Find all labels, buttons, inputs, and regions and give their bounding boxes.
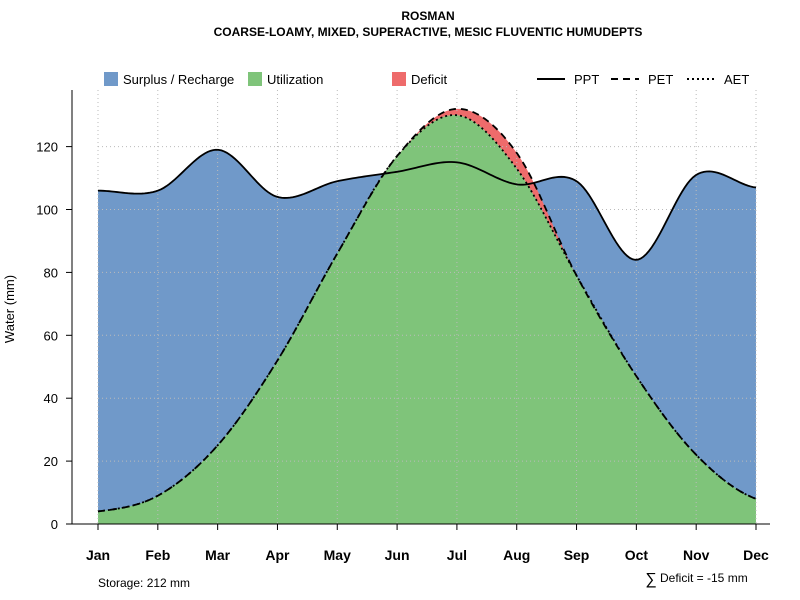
sum-symbol: ∑ xyxy=(645,571,656,588)
series-line-pet xyxy=(97,107,757,513)
legend-swatch-surplus xyxy=(104,72,118,86)
y-tick-label: 40 xyxy=(44,391,58,406)
legend-label-aet: AET xyxy=(724,72,749,87)
x-tick-label-nov: Nov xyxy=(683,547,710,563)
plot-area: 0 20 40 60 80 100 120 Jan Feb Mar Apr May Jun Jul Aug S… xyxy=(36,90,770,563)
y-tick-label: 0 xyxy=(51,517,58,532)
y-tick-label: 100 xyxy=(36,203,58,218)
x-tick-label-aug: Aug xyxy=(503,547,530,563)
legend-label-deficit: Deficit xyxy=(411,72,448,87)
chart-title: ROSMAN xyxy=(401,9,454,23)
y-tick-label: 20 xyxy=(44,454,58,469)
legend-label-pet: PET xyxy=(648,72,673,87)
x-tick-label-oct: Oct xyxy=(625,547,649,563)
series-line-ppt xyxy=(97,148,757,261)
deficit-note: Deficit = -15 mm xyxy=(660,571,748,585)
legend-label-utilization: Utilization xyxy=(267,72,323,87)
legend: Surplus / Recharge Utilization Deficit P… xyxy=(104,72,749,87)
legend-label-surplus: Surplus / Recharge xyxy=(123,72,234,87)
storage-note: Storage: 212 mm xyxy=(98,576,190,590)
x-tick-label-sep: Sep xyxy=(564,547,590,563)
chart-subtitle: COARSE-LOAMY, MIXED, SUPERACTIVE, MESIC … xyxy=(214,25,643,39)
x-tick-label-jul: Jul xyxy=(447,547,467,563)
x-tick-label-dec: Dec xyxy=(743,547,769,563)
x-tick-label-may: May xyxy=(324,547,351,563)
x-tick-label-feb: Feb xyxy=(145,547,170,563)
y-tick-label: 60 xyxy=(44,328,58,343)
y-tick-label: 120 xyxy=(36,140,58,155)
x-tick-label-jun: Jun xyxy=(385,547,410,563)
area-utilization xyxy=(98,115,756,524)
x-tick-label-mar: Mar xyxy=(205,547,230,563)
legend-swatch-deficit xyxy=(392,72,406,86)
y-axis-label: Water (mm) xyxy=(2,275,17,343)
y-tick-label: 80 xyxy=(44,265,58,280)
x-tick-label-jan: Jan xyxy=(86,547,110,563)
legend-swatch-utilization xyxy=(248,72,262,86)
x-tick-label-apr: Apr xyxy=(265,547,290,563)
legend-label-ppt: PPT xyxy=(574,72,599,87)
